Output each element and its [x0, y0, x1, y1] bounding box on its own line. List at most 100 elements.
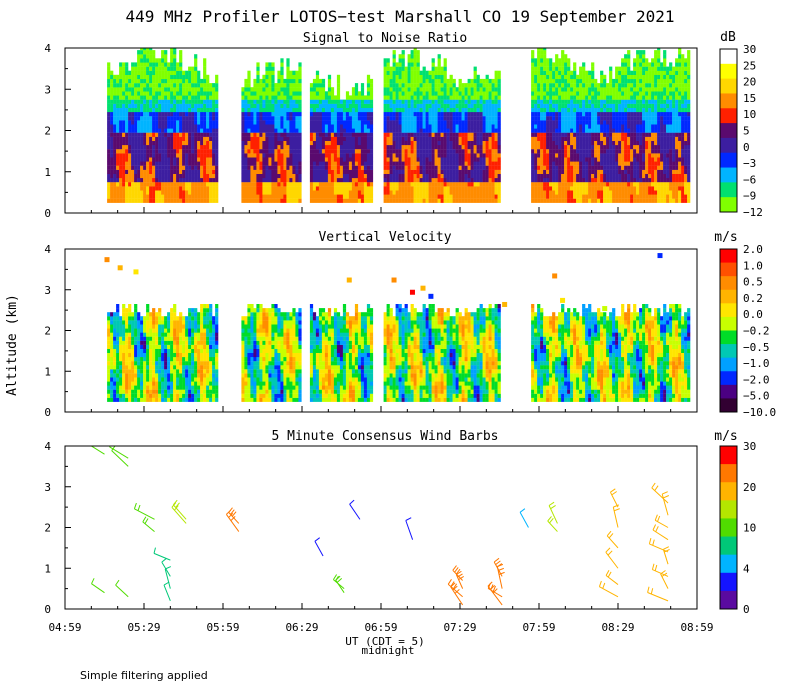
snr-cell	[467, 149, 471, 154]
snr-cell	[265, 70, 269, 75]
snr-cell	[137, 132, 141, 137]
snr-cell	[274, 177, 278, 183]
snr-cell	[636, 169, 640, 174]
snr-cell	[537, 136, 541, 141]
snr-cell	[561, 107, 565, 113]
snr-cell	[534, 165, 538, 170]
snr-cell	[212, 95, 216, 100]
snr-cell	[392, 198, 396, 203]
snr-cell	[552, 149, 556, 154]
snr-cell	[452, 186, 456, 191]
snr-cell	[479, 78, 483, 84]
snr-cell	[464, 87, 468, 92]
snr-cell	[407, 177, 411, 183]
snr-cell	[585, 169, 589, 174]
snr-cell	[289, 153, 293, 158]
snr-cell	[573, 120, 577, 125]
snr-cell	[494, 140, 498, 146]
snr-cell	[573, 78, 577, 84]
snr-cell	[540, 149, 544, 154]
snr-cell	[280, 128, 284, 133]
snr-cell	[164, 107, 168, 113]
snr-cell	[627, 103, 631, 108]
snr-cell	[167, 190, 171, 195]
snr-cell	[134, 186, 138, 191]
snr-cell	[383, 74, 387, 80]
snr-cell	[540, 161, 544, 166]
snr-cell	[309, 128, 314, 133]
snr-cell	[197, 124, 201, 129]
snr-cell	[197, 149, 201, 154]
snr-cell	[292, 165, 296, 170]
snr-cell	[621, 91, 625, 96]
snr-cell	[615, 140, 619, 146]
snr-cell	[491, 99, 495, 104]
snr-cell	[206, 78, 210, 84]
snr-cell	[268, 70, 272, 75]
snr-cell	[570, 157, 574, 162]
snr-cell	[419, 194, 423, 199]
snr-cell	[185, 140, 189, 146]
snr-cell	[253, 83, 257, 88]
snr-cell	[107, 149, 111, 154]
snr-cell	[413, 50, 417, 55]
snr-cell	[309, 161, 314, 166]
snr-cell	[143, 198, 147, 203]
snr-cell	[422, 173, 426, 179]
snr-cell	[612, 95, 616, 100]
snr-cell	[155, 136, 159, 141]
snr-cell	[170, 111, 174, 117]
snr-cell	[392, 132, 396, 137]
snr-cell	[494, 149, 498, 154]
snr-cell	[531, 83, 535, 88]
snr-cell	[488, 103, 492, 108]
snr-cell	[591, 70, 595, 75]
snr-cell	[271, 78, 275, 84]
snr-cell	[443, 107, 447, 113]
snr-cell	[455, 165, 459, 170]
snr-cell	[194, 182, 198, 187]
snr-cell	[188, 95, 192, 100]
snr-cell	[497, 78, 501, 84]
snr-cell	[128, 136, 132, 141]
snr-cell	[241, 165, 245, 170]
snr-cell	[588, 83, 592, 88]
snr-cell	[552, 140, 556, 146]
snr-cell	[392, 144, 396, 150]
snr-cell	[410, 50, 414, 55]
snr-cell	[452, 140, 456, 146]
snr-cell	[318, 107, 323, 113]
snr-cell	[318, 169, 323, 174]
snr-cell	[164, 50, 168, 55]
snr-cell	[128, 70, 132, 75]
snr-cell	[143, 186, 147, 191]
snr-cell	[247, 153, 251, 158]
snr-cell	[609, 91, 613, 96]
snr-cell	[573, 66, 577, 71]
snr-cell	[546, 128, 550, 133]
snr-cell	[534, 153, 538, 158]
snr-cell	[360, 198, 365, 203]
snr-cell	[600, 173, 604, 179]
snr-cell	[173, 83, 177, 88]
snr-cell	[446, 91, 450, 96]
snr-cell	[191, 111, 195, 117]
snr-cell	[422, 132, 426, 137]
snr-cell	[146, 149, 150, 154]
snr-cell	[618, 153, 622, 158]
snr-cell	[345, 144, 350, 150]
snr-cell	[197, 83, 201, 88]
snr-cell	[540, 99, 544, 104]
snr-cell	[440, 124, 444, 129]
snr-cell	[253, 177, 257, 183]
snr-cell	[298, 177, 302, 183]
snr-cell	[271, 136, 275, 141]
snr-cell	[392, 173, 396, 179]
snr-cell	[633, 165, 637, 170]
snr-cell	[491, 165, 495, 170]
snr-cell	[110, 116, 114, 121]
snr-cell	[431, 78, 435, 84]
snr-cell	[315, 74, 320, 80]
snr-cell	[348, 161, 353, 166]
snr-cell	[289, 111, 293, 117]
